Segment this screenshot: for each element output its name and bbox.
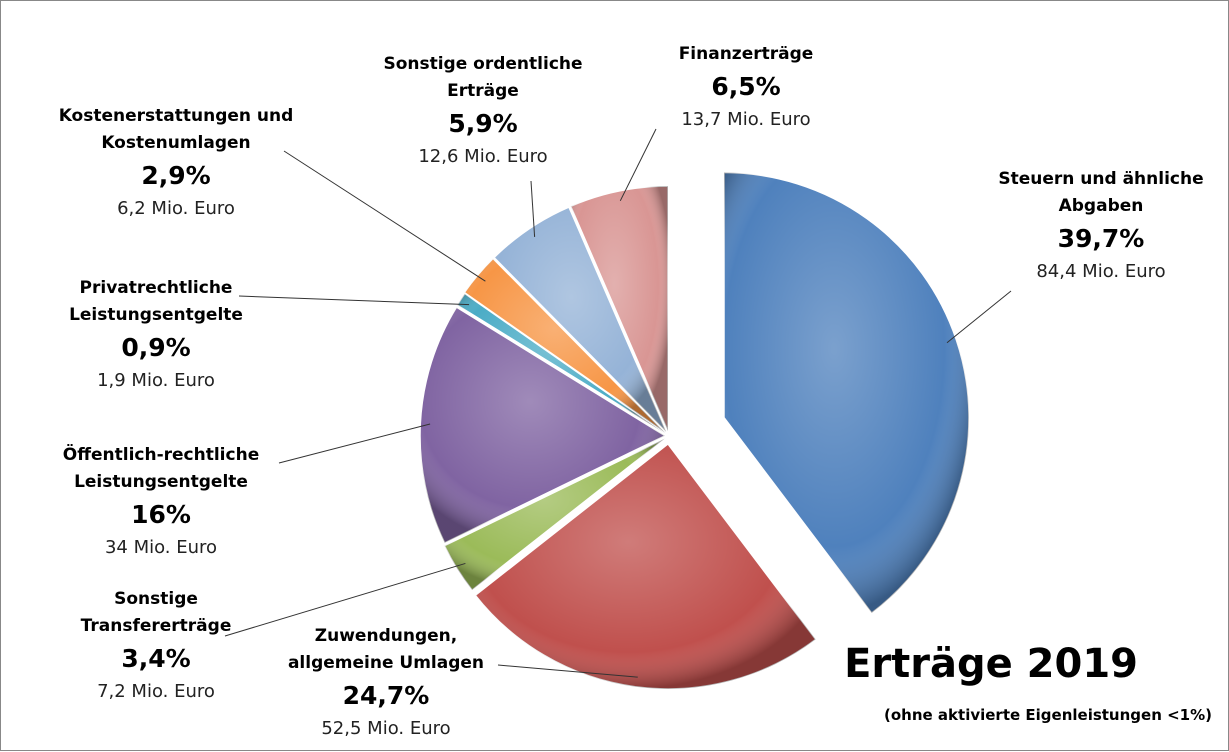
category-label: Steuern und ähnliche Abgaben <box>998 169 1204 216</box>
leader-line <box>238 295 470 306</box>
category-label: Zuwendungen, allgemeine Umlagen <box>287 626 485 673</box>
leader-line <box>278 423 431 464</box>
percent-label: 24,7% <box>342 681 430 710</box>
percent-label: 0,9% <box>121 333 191 362</box>
percent-label: 3,4% <box>121 644 191 673</box>
percent-label: 5,9% <box>448 109 518 138</box>
percent-label: 39,7% <box>1057 224 1145 253</box>
percent-label: 16% <box>131 500 191 529</box>
slice-label: Öffentlich-rechtliche Leistungsentgelte 1… <box>41 442 281 562</box>
category-label: Finanzerträge <box>678 44 814 64</box>
slice-shade <box>723 172 969 614</box>
leader-line <box>530 180 536 237</box>
slice-shade <box>494 207 667 432</box>
slice-label: Sonstige ordentliche Erträge 5,9% 12,6 Mio… <box>363 51 603 171</box>
slice-label: Sonstige Transfererträge 3,4% 7,2 Mio. Eur… <box>66 586 246 706</box>
slice-label: Kostenerstattungen und Kostenumlagen 2,9%… <box>56 103 296 223</box>
slice-shade <box>444 438 665 591</box>
slice-label: Zuwendungen, allgemeine Umlagen 24,7% 52,5… <box>261 623 511 743</box>
amount-label: 52,5 Mio. Euro <box>321 718 451 739</box>
slice-shade <box>570 186 668 432</box>
leader-line <box>497 664 638 678</box>
amount-label: 6,2 Mio. Euro <box>117 198 235 219</box>
slice-label: Privatrechtliche Leistungsentgelte 0,9% 1,… <box>56 275 256 395</box>
amount-label: 12,6 Mio. Euro <box>418 146 548 167</box>
leader-line <box>224 562 466 637</box>
slice-shade <box>420 307 666 543</box>
amount-label: 7,2 Mio. Euro <box>97 681 215 702</box>
chart-title: Erträge 2019 <box>844 641 1138 687</box>
category-label: Sonstige ordentliche Erträge <box>383 54 583 101</box>
category-label: Privatrechtliche Leistungsentgelte <box>69 278 243 325</box>
percent-label: 6,5% <box>711 72 781 101</box>
amount-label: 84,4 Mio. Euro <box>1036 261 1166 282</box>
slice-shade <box>464 258 666 433</box>
slice-label: Finanzerträge 6,5% 13,7 Mio. Euro <box>626 41 866 134</box>
chart-subtitle: (ohne aktivierte Eigenleistungen <1%) <box>884 706 1212 724</box>
amount-label: 13,7 Mio. Euro <box>681 109 811 130</box>
category-label: Öffentlich-rechtliche Leistungsentgelte <box>62 445 260 492</box>
category-label: Sonstige Transfererträge <box>80 589 232 636</box>
leader-line <box>946 290 1012 344</box>
category-label: Kostenerstattungen und Kostenumlagen <box>58 106 294 153</box>
leader-line <box>619 128 657 202</box>
leader-line <box>283 150 486 282</box>
amount-label: 34 Mio. Euro <box>104 537 218 558</box>
slice-label: Steuern und ähnliche Abgaben 39,7% 84,4 Mi… <box>981 166 1221 286</box>
amount-label: 1,9 Mio. Euro <box>97 370 215 391</box>
slice-shade <box>457 293 666 434</box>
percent-label: 2,9% <box>141 161 211 190</box>
slice-shade <box>475 443 816 689</box>
